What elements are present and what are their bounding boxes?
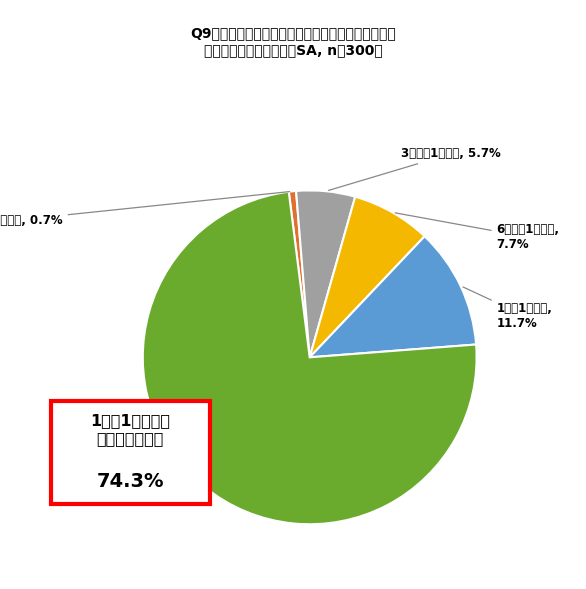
Wedge shape — [143, 192, 476, 524]
Wedge shape — [309, 236, 476, 358]
Text: 3か月に1回以上, 5.7%: 3か月に1回以上, 5.7% — [329, 147, 501, 190]
Text: Q9　自転車の「自転車専門店での整備」をおこなう
頻度を選んでください（SA, n＝300）: Q9 自転車の「自転車専門店での整備」をおこなう 頻度を選んでください（SA, … — [190, 27, 396, 57]
Text: 6か月に1回以上,
7.7%: 6か月に1回以上, 7.7% — [395, 213, 560, 251]
Text: 1年に1回未満・
全くしていない: 1年に1回未満・ 全くしていない — [90, 413, 171, 446]
Text: 74.3%: 74.3% — [97, 472, 164, 491]
Wedge shape — [289, 191, 309, 358]
FancyBboxPatch shape — [51, 401, 210, 504]
Text: 1年に1回以上,
11.7%: 1年に1回以上, 11.7% — [463, 287, 553, 330]
Wedge shape — [296, 190, 355, 358]
Wedge shape — [309, 197, 425, 358]
Text: 1か月に1回以上, 0.7%: 1か月に1回以上, 0.7% — [0, 191, 289, 227]
